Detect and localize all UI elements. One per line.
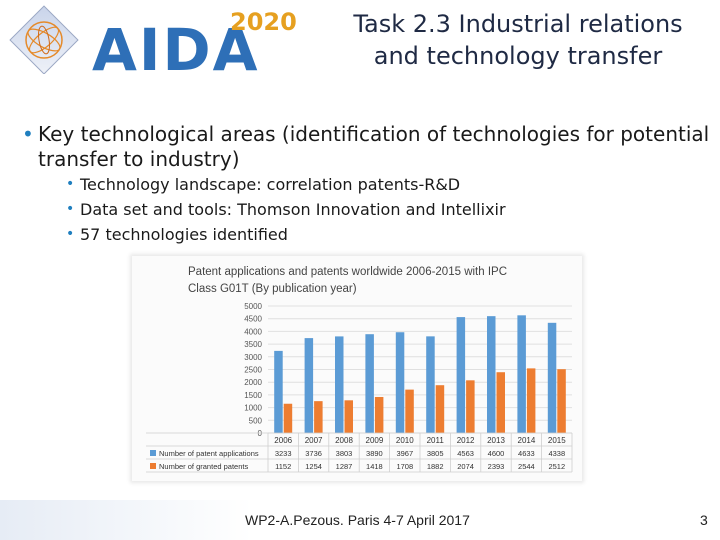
- bar-granted: [435, 385, 445, 433]
- data-label: 3233: [275, 449, 292, 458]
- data-label: 2544: [518, 462, 535, 471]
- bar-applications: [304, 338, 314, 433]
- y-tick-label: 2000: [244, 378, 262, 387]
- bar-applications: [335, 336, 344, 433]
- bar-granted: [374, 396, 384, 433]
- data-label: 2393: [488, 462, 505, 471]
- y-tick-label: 5000: [244, 302, 262, 311]
- data-label: 3967: [396, 449, 413, 458]
- x-tick-label: 2008: [335, 436, 353, 445]
- y-tick-label: 1500: [244, 391, 262, 400]
- sub-bullet-text: 57 technologies identified: [80, 225, 288, 244]
- sub-bullet-text: Technology landscape: correlation patent…: [80, 175, 461, 194]
- slide-title: Task 2.3 Industrial relations and techno…: [318, 8, 718, 72]
- bar-applications: [456, 317, 466, 433]
- chart-title-line-2: Class G01T (By publication year): [188, 283, 357, 295]
- data-label: 1254: [305, 462, 322, 471]
- bar-granted: [557, 369, 566, 433]
- bar-applications: [487, 316, 496, 433]
- bar-granted: [526, 368, 536, 433]
- x-tick-label: 2012: [457, 436, 475, 445]
- legend-label: Number of granted patents: [159, 462, 248, 471]
- sub-bullet-3: • 57 technologies identified: [66, 222, 712, 247]
- svg-text:2020: 2020: [230, 8, 297, 36]
- bar-granted: [344, 400, 353, 433]
- patent-bar-chart: Patent applications and patents worldwid…: [146, 266, 573, 473]
- x-tick-label: 2014: [518, 436, 536, 445]
- y-tick-label: 3000: [244, 353, 262, 362]
- data-label: 3890: [366, 449, 383, 458]
- bullet-main: • Key technological areas (identificatio…: [22, 122, 712, 172]
- y-tick-label: 2500: [244, 366, 262, 375]
- data-label: 1882: [427, 462, 444, 471]
- data-label: 4338: [548, 449, 565, 458]
- data-label: 4633: [518, 449, 535, 458]
- x-tick-label: 2015: [548, 436, 566, 445]
- x-tick-label: 2007: [305, 436, 323, 445]
- aida-logo-graphic: AIDA 2020: [9, 5, 297, 84]
- y-tick-label: 1000: [244, 404, 262, 413]
- bullet-list: • Key technological areas (identificatio…: [22, 122, 712, 247]
- slide-title-line-1: Task 2.3 Industrial relations: [353, 10, 683, 38]
- footer-text: WP2-A.Pezous. Paris 4-7 April 2017: [245, 512, 470, 528]
- data-label: 1287: [336, 462, 353, 471]
- slide-title-line-2: and technology transfer: [373, 42, 663, 70]
- data-label: 3803: [336, 449, 353, 458]
- bar-granted: [466, 380, 475, 433]
- bar-granted: [314, 401, 323, 433]
- bullet-dot-icon: •: [22, 122, 34, 146]
- sub-bullet-1: • Technology landscape: correlation pate…: [66, 172, 712, 197]
- bar-granted: [496, 372, 505, 433]
- x-tick-label: 2009: [366, 436, 384, 445]
- bar-applications: [517, 315, 526, 433]
- svg-text:AIDA: AIDA: [92, 16, 260, 74]
- y-tick-label: 3500: [244, 340, 262, 349]
- y-tick-label: 4000: [244, 327, 262, 336]
- bar-granted: [283, 403, 293, 433]
- data-label: 4563: [457, 449, 474, 458]
- bar-applications: [274, 350, 283, 433]
- data-label: 1418: [366, 462, 383, 471]
- bullet-main-text: Key technological areas (identification …: [38, 122, 710, 171]
- bar-applications: [395, 332, 405, 433]
- data-label: 3805: [427, 449, 444, 458]
- legend-label: Number of patent applications: [159, 449, 259, 458]
- page-number: 3: [700, 512, 708, 528]
- bullet-dot-icon: •: [66, 176, 75, 192]
- data-label: 2074: [457, 462, 474, 471]
- chart-title-line-1: Patent applications and patents worldwid…: [188, 266, 507, 278]
- bar-applications: [426, 336, 435, 433]
- y-tick-label: 0: [258, 429, 263, 438]
- data-label: 1152: [275, 462, 291, 471]
- data-label: 4600: [488, 449, 505, 458]
- bar-applications: [547, 322, 557, 433]
- x-tick-label: 2006: [274, 436, 292, 445]
- sub-bullet-text: Data set and tools: Thomson Innovation a…: [80, 200, 506, 219]
- footer-band: [0, 500, 720, 540]
- bar-granted: [405, 389, 414, 433]
- legend-swatch: [150, 450, 156, 456]
- x-tick-label: 2010: [396, 436, 414, 445]
- sub-bullet-2: • Data set and tools: Thomson Innovation…: [66, 197, 712, 222]
- data-label: 1708: [396, 462, 413, 471]
- y-tick-label: 4500: [244, 315, 262, 324]
- chart-image: Patent applications and patents worldwid…: [132, 256, 582, 481]
- bar-applications: [365, 334, 374, 433]
- data-label: 2512: [548, 462, 565, 471]
- legend-swatch: [150, 463, 156, 469]
- bullet-dot-icon: •: [66, 201, 75, 217]
- y-tick-label: 500: [249, 416, 263, 425]
- aida-logo: AIDA 2020: [8, 4, 308, 84]
- data-label: 3736: [305, 449, 322, 458]
- x-tick-label: 2011: [427, 436, 445, 445]
- bullet-dot-icon: •: [66, 226, 75, 242]
- x-tick-label: 2013: [487, 436, 505, 445]
